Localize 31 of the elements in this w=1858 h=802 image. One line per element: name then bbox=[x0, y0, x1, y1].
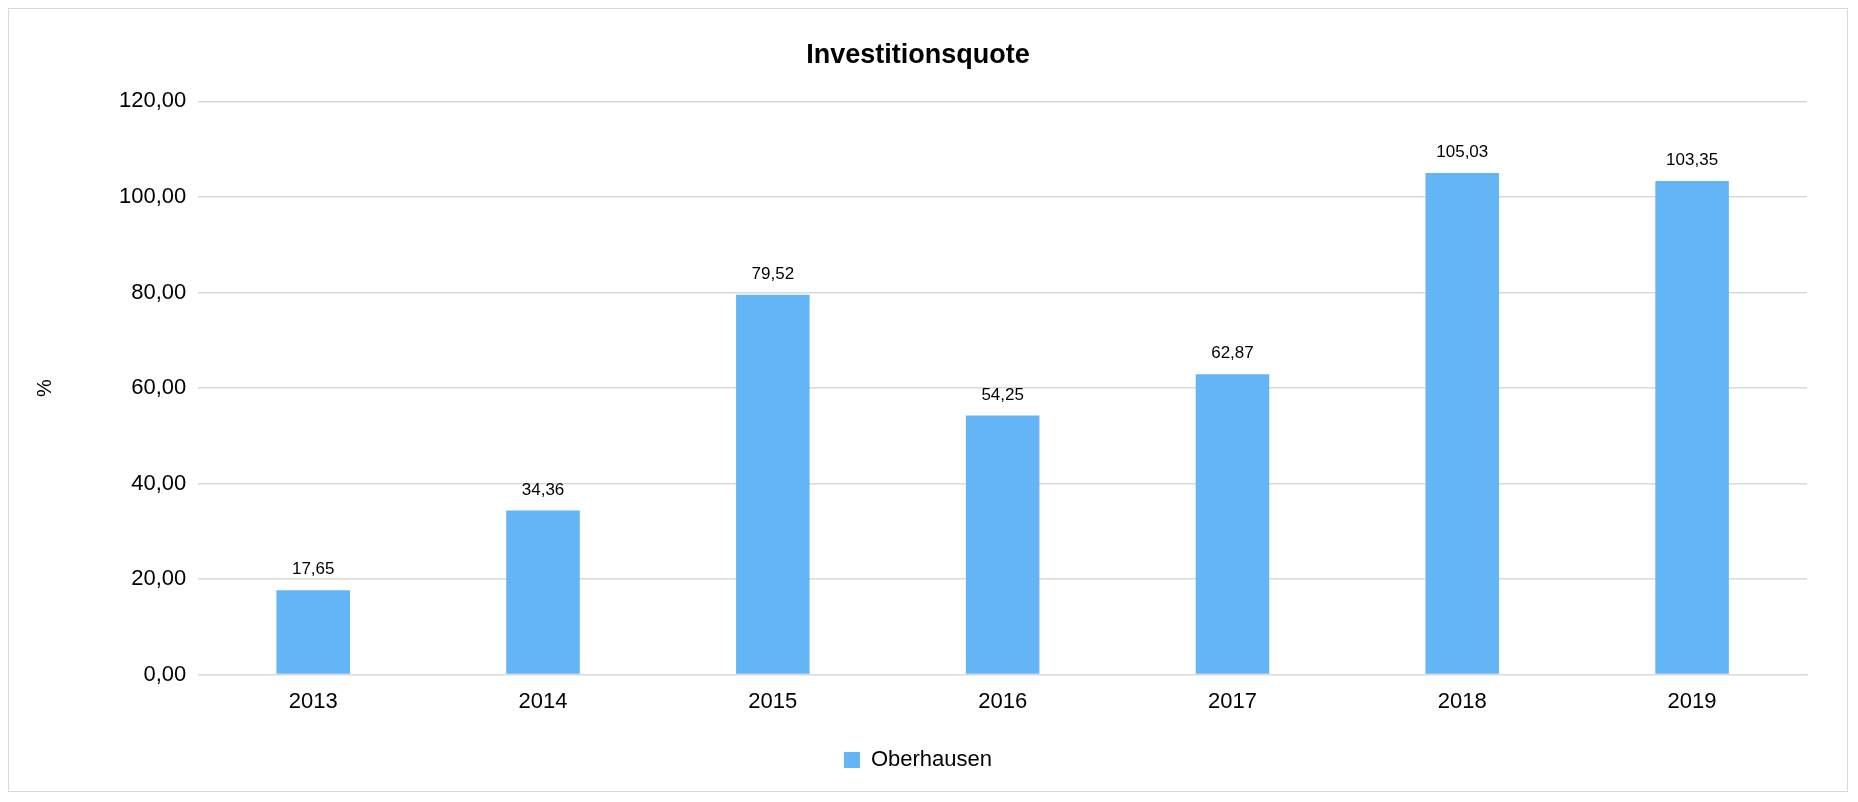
bar bbox=[1655, 180, 1729, 674]
y-tick-label: 80,00 bbox=[131, 278, 187, 304]
x-tick-label: 2014 bbox=[518, 687, 568, 713]
data-label: 54,25 bbox=[981, 384, 1024, 404]
bar bbox=[506, 510, 580, 674]
data-label: 17,65 bbox=[291, 559, 335, 579]
x-tick-label: 2015 bbox=[748, 687, 798, 713]
data-label: 105,03 bbox=[1436, 142, 1489, 162]
x-tick-label: 2019 bbox=[1667, 687, 1717, 713]
bar bbox=[736, 294, 810, 674]
x-tick-label: 2013 bbox=[288, 687, 338, 713]
y-tick-label: 0,00 bbox=[143, 660, 187, 686]
x-tick-label: 2018 bbox=[1437, 687, 1487, 713]
bar bbox=[1195, 374, 1270, 674]
x-tick-label: 2017 bbox=[1207, 687, 1257, 713]
y-tick-label: 20,00 bbox=[131, 565, 187, 591]
bar bbox=[1425, 172, 1500, 674]
legend-label: Oberhausen bbox=[870, 746, 993, 772]
y-tick-label: 60,00 bbox=[131, 374, 187, 400]
data-label: 34,36 bbox=[521, 479, 565, 499]
y-tick-label: 40,00 bbox=[131, 469, 187, 495]
y-axis-title: % bbox=[32, 378, 55, 397]
data-label: 62,87 bbox=[1211, 343, 1254, 363]
data-label: 79,52 bbox=[751, 263, 795, 283]
bar bbox=[276, 590, 350, 674]
bar bbox=[965, 415, 1040, 674]
chart-title: Investitionsquote bbox=[806, 38, 1030, 69]
x-tick-label: 2016 bbox=[978, 687, 1028, 713]
data-label: 103,35 bbox=[1666, 150, 1719, 170]
y-tick-label: 100,00 bbox=[118, 183, 187, 208]
y-tick-label: 120,00 bbox=[118, 87, 187, 113]
